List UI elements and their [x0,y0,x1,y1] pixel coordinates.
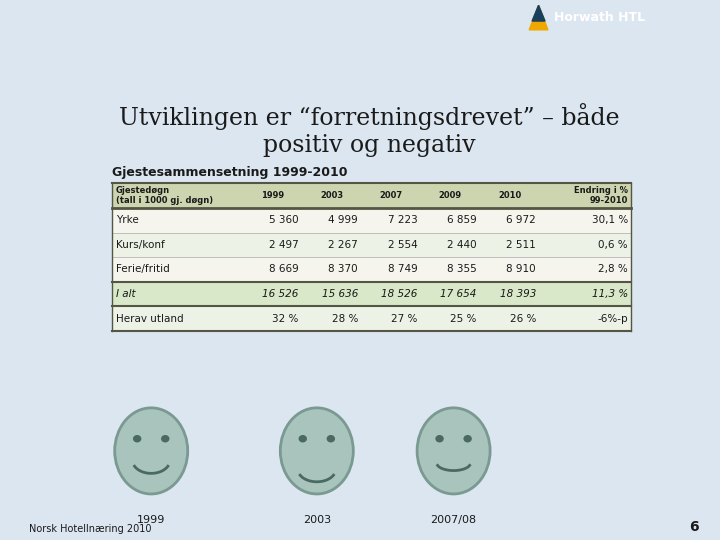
Text: 2010: 2010 [498,191,521,200]
Text: 2 497: 2 497 [269,240,299,250]
Text: 11,3 %: 11,3 % [592,289,628,299]
Text: 8 749: 8 749 [387,265,418,274]
FancyBboxPatch shape [112,257,631,282]
Text: Horwath HTL: Horwath HTL [554,11,646,24]
Text: 26 %: 26 % [510,314,536,323]
Text: 18 526: 18 526 [381,289,418,299]
Text: 15 636: 15 636 [322,289,358,299]
Text: 2 511: 2 511 [506,240,536,250]
Text: 28 %: 28 % [332,314,358,323]
Text: 32 %: 32 % [272,314,299,323]
Polygon shape [529,5,548,30]
FancyBboxPatch shape [112,233,631,257]
Ellipse shape [161,435,169,442]
FancyBboxPatch shape [112,208,631,233]
Text: I alt: I alt [116,289,135,299]
Text: Herav utland: Herav utland [116,314,184,323]
Text: 17 654: 17 654 [441,289,477,299]
Polygon shape [532,5,545,21]
FancyBboxPatch shape [112,306,631,331]
Ellipse shape [464,435,472,442]
Text: 5 360: 5 360 [269,215,299,225]
Text: 7 223: 7 223 [387,215,418,225]
Text: 6: 6 [689,519,698,534]
Text: Norsk Hotellnæring 2010: Norsk Hotellnæring 2010 [29,523,151,534]
Text: Ferie/fritid: Ferie/fritid [116,265,169,274]
Text: 16 526: 16 526 [262,289,299,299]
Text: Utviklingen er “forretningsdrevet” – både: Utviklingen er “forretningsdrevet” – båd… [119,103,619,130]
FancyBboxPatch shape [112,282,631,306]
Ellipse shape [417,408,490,494]
Text: 8 910: 8 910 [506,265,536,274]
Text: 2007: 2007 [379,191,402,200]
Text: 8 370: 8 370 [328,265,358,274]
Text: 2009: 2009 [438,191,462,200]
Ellipse shape [114,408,188,494]
Text: 8 355: 8 355 [447,265,477,274]
Text: 18 393: 18 393 [500,289,536,299]
Text: -6%-p: -6%-p [598,314,628,323]
FancyBboxPatch shape [112,183,631,208]
Text: 2 554: 2 554 [387,240,418,250]
Text: 2 267: 2 267 [328,240,358,250]
Text: 4 999: 4 999 [328,215,358,225]
Ellipse shape [327,435,335,442]
Text: 1999: 1999 [261,191,284,200]
Ellipse shape [280,408,354,494]
Text: 8 669: 8 669 [269,265,299,274]
Text: 2,8 %: 2,8 % [598,265,628,274]
Text: Gjestedøgn
(tall i 1000 gj. døgn): Gjestedøgn (tall i 1000 gj. døgn) [116,186,213,205]
Ellipse shape [436,435,444,442]
Text: Gjestesammensetning 1999-2010: Gjestesammensetning 1999-2010 [112,166,348,179]
Text: 27 %: 27 % [391,314,418,323]
Text: 2003: 2003 [320,191,343,200]
Text: 2 440: 2 440 [447,240,477,250]
Text: 2003: 2003 [302,515,331,525]
Ellipse shape [133,435,141,442]
Ellipse shape [299,435,307,442]
Text: 30,1 %: 30,1 % [592,215,628,225]
Text: Yrke: Yrke [116,215,138,225]
Text: 2007/08: 2007/08 [431,515,477,525]
Text: 1999: 1999 [137,515,166,525]
Text: Kurs/konf: Kurs/konf [116,240,164,250]
Text: 6 859: 6 859 [447,215,477,225]
Text: positiv og negativ: positiv og negativ [263,134,475,157]
Text: 6 972: 6 972 [506,215,536,225]
Text: 0,6 %: 0,6 % [598,240,628,250]
Text: Endring i %
99-2010: Endring i % 99-2010 [574,186,628,205]
Text: 25 %: 25 % [450,314,477,323]
